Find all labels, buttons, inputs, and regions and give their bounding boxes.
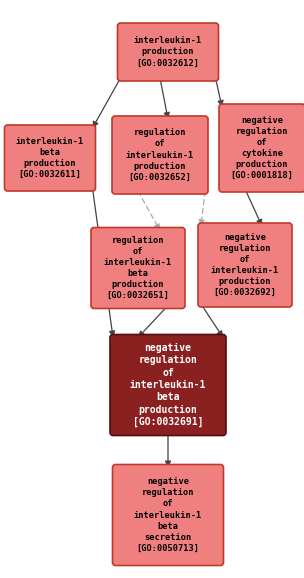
Text: regulation
of
interleukin-1
production
[GO:0032652]: regulation of interleukin-1 production [… [126, 128, 194, 181]
FancyBboxPatch shape [112, 465, 223, 565]
FancyBboxPatch shape [219, 104, 304, 192]
FancyBboxPatch shape [112, 116, 208, 194]
FancyBboxPatch shape [118, 23, 219, 81]
FancyBboxPatch shape [198, 223, 292, 307]
Text: interleukin-1
beta
production
[GO:0032611]: interleukin-1 beta production [GO:003261… [16, 137, 84, 179]
Text: negative
regulation
of
interleukin-1
beta
production
[GO:0032691]: negative regulation of interleukin-1 bet… [130, 343, 206, 427]
FancyBboxPatch shape [5, 125, 95, 191]
Text: negative
regulation
of
cytokine
production
[GO:0001818]: negative regulation of cytokine producti… [230, 116, 293, 180]
Text: negative
regulation
of
interleukin-1
production
[GO:0032692]: negative regulation of interleukin-1 pro… [211, 233, 279, 297]
Text: interleukin-1
production
[GO:0032612]: interleukin-1 production [GO:0032612] [134, 36, 202, 68]
FancyBboxPatch shape [110, 335, 226, 435]
Text: negative
regulation
of
interleukin-1
beta
secretion
[GO:0050713]: negative regulation of interleukin-1 bet… [134, 477, 202, 553]
FancyBboxPatch shape [91, 228, 185, 309]
Text: regulation
of
interleukin-1
beta
production
[GO:0032651]: regulation of interleukin-1 beta product… [104, 236, 172, 300]
